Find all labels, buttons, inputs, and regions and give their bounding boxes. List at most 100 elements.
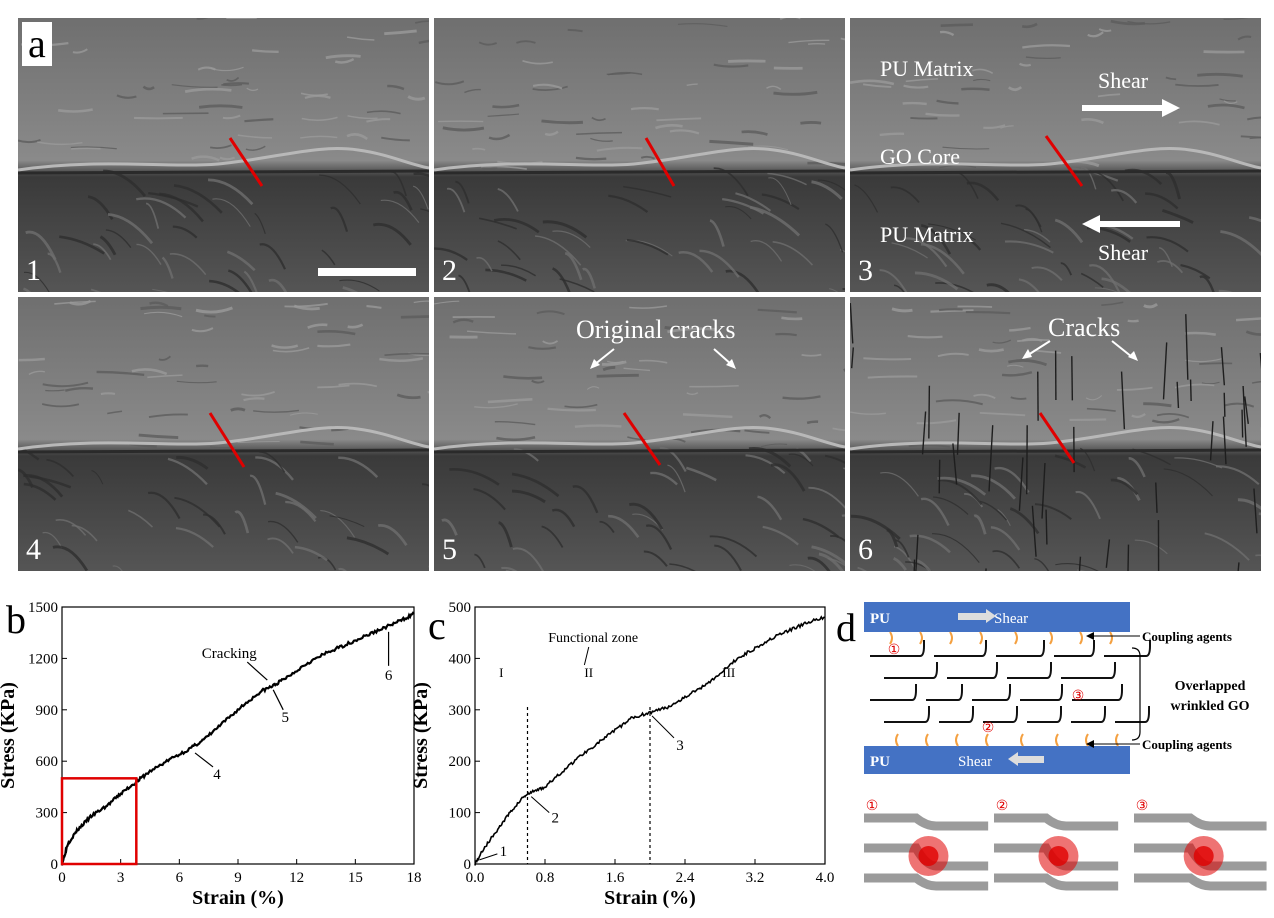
- label-pu-matrix-bottom: PU Matrix: [880, 222, 974, 247]
- sem-texture: [18, 297, 429, 571]
- x-tick-label: 3.2: [746, 870, 765, 886]
- x-tick-label: 6: [176, 870, 184, 886]
- red-marker: [644, 137, 676, 187]
- y-tick-label: 100: [449, 806, 472, 822]
- annotation-arrow: [194, 752, 214, 768]
- sem-image-number: 3: [858, 254, 873, 287]
- wrinkled-go-sheet: [884, 706, 1159, 722]
- coupling-agent: [955, 733, 959, 747]
- schematic-d: PU PU Shear Shear ① ② ③ Coupling agents Coupling…: [864, 602, 1267, 891]
- y-tick-label: 1200: [28, 651, 58, 667]
- graphene-sheet: [1134, 813, 1267, 831]
- y-tick-label: 900: [36, 703, 59, 719]
- y-tick-label: 200: [449, 754, 472, 770]
- label-coupling-bottom: Coupling agents: [1142, 737, 1232, 752]
- coupling-agent: [985, 733, 989, 747]
- panel-d-letter: d: [836, 605, 856, 650]
- y-tick-label: 0: [51, 857, 59, 873]
- label-cracks: Cracks: [1048, 313, 1121, 342]
- label-pu-bottom: PU: [870, 754, 890, 770]
- label-go-core: GO Core: [880, 144, 961, 169]
- series-line: [474, 615, 826, 866]
- md-snapshot-3: ③: [1134, 799, 1267, 891]
- panel-a-letter: a: [22, 22, 52, 66]
- coupling-agent: [979, 631, 983, 645]
- sem-image-1: 1: [18, 18, 429, 292]
- coupling-agent: [1085, 733, 1089, 747]
- annotation-2: 2: [552, 811, 560, 827]
- label-shear-top: Shear: [994, 611, 1028, 627]
- x-tick-label: 12: [289, 870, 304, 886]
- graphene-sheet: [994, 873, 1119, 891]
- md-snapshot-2: ②: [994, 799, 1119, 891]
- label-pu-top: PU: [870, 611, 890, 627]
- y-tick-label: 300: [36, 806, 59, 822]
- shear-arrow-right: [1082, 105, 1164, 111]
- interface-ridge: [434, 426, 845, 451]
- coupling-agent: [1049, 631, 1053, 645]
- label-shear-bottom: Shear: [958, 754, 992, 770]
- panel-c-letter: c: [428, 603, 446, 648]
- shear-arrow-bottom: [1018, 756, 1044, 763]
- panel-b-letter: b: [6, 597, 26, 642]
- snapshot-marker: ②: [996, 799, 1009, 814]
- coupling-agent: [1014, 631, 1018, 645]
- red-marker: [228, 137, 264, 187]
- x-tick-label: 1.6: [606, 870, 625, 886]
- y-tick-label: 500: [449, 600, 472, 616]
- sem-image-4: 4: [18, 297, 429, 571]
- x-tick-label: 9: [234, 870, 242, 886]
- coupling-agent: [895, 733, 899, 747]
- zone-title: Functional zone: [548, 631, 638, 646]
- marker-3: ③: [1072, 689, 1085, 704]
- sem-texture: [850, 297, 1261, 571]
- zone-label-III: III: [722, 665, 735, 680]
- sem-texture: [18, 18, 429, 292]
- sem-image-2: 2: [434, 18, 845, 292]
- sem-image-number: 1: [26, 254, 41, 287]
- label-wrinkled-go: wrinkled GO: [1171, 699, 1250, 714]
- annotation-5: 5: [281, 710, 289, 726]
- wrinkled-go-sheet: [884, 662, 1125, 678]
- annotation-1: 1: [500, 844, 508, 860]
- x-axis-label: Strain (%): [604, 887, 696, 909]
- y-tick-label: 1500: [28, 600, 58, 616]
- x-tick-label: 18: [407, 870, 422, 886]
- md-snapshot-1: ①: [864, 799, 989, 891]
- x-tick-label: 0.0: [466, 870, 485, 886]
- coupling-agent: [1079, 631, 1083, 645]
- label-original-cracks: Original cracks: [576, 315, 736, 344]
- annotation-arrow: [479, 853, 498, 861]
- x-tick-label: 0.8: [536, 870, 555, 886]
- scale-bar: [318, 268, 416, 276]
- x-tick-label: 0: [58, 870, 66, 886]
- red-marker: [1044, 135, 1084, 187]
- crack-arrows: [1022, 340, 1138, 361]
- snapshot-marker: ③: [1136, 799, 1149, 814]
- zone-label-II: II: [584, 665, 593, 680]
- y-axis-label: Stress (KPa): [412, 682, 432, 789]
- annotation-6: 6: [385, 668, 393, 684]
- graphene-sheet: [1134, 873, 1267, 891]
- marker-1: ①: [888, 643, 901, 658]
- coupling-agent: [1020, 733, 1024, 747]
- y-axis-label: Stress (KPa): [0, 682, 19, 789]
- bracket: [1131, 647, 1141, 741]
- shear-arrow-top: [958, 613, 986, 620]
- snapshot-marker: ①: [866, 799, 879, 814]
- coupling-agent: [889, 631, 893, 645]
- red-marker: [208, 412, 246, 468]
- graphene-sheet: [994, 813, 1119, 831]
- sem-texture: [434, 297, 845, 571]
- annotation-3: 3: [676, 738, 684, 754]
- graphene-sheet: [864, 873, 989, 891]
- x-tick-label: 4.0: [816, 870, 835, 886]
- x-axis-label: Strain (%): [192, 887, 284, 909]
- chart-b: 0 3 6 9 12 15 18 0 300 600 900 1200 1500 Strain (%) St…: [0, 600, 422, 909]
- zone-label-I: I: [499, 665, 503, 680]
- x-tick-label: 15: [348, 870, 363, 886]
- interface-ridge: [850, 147, 1261, 172]
- sem-image-number: 6: [858, 533, 873, 566]
- series-line: [60, 611, 415, 866]
- x-tick-label: 2.4: [676, 870, 695, 886]
